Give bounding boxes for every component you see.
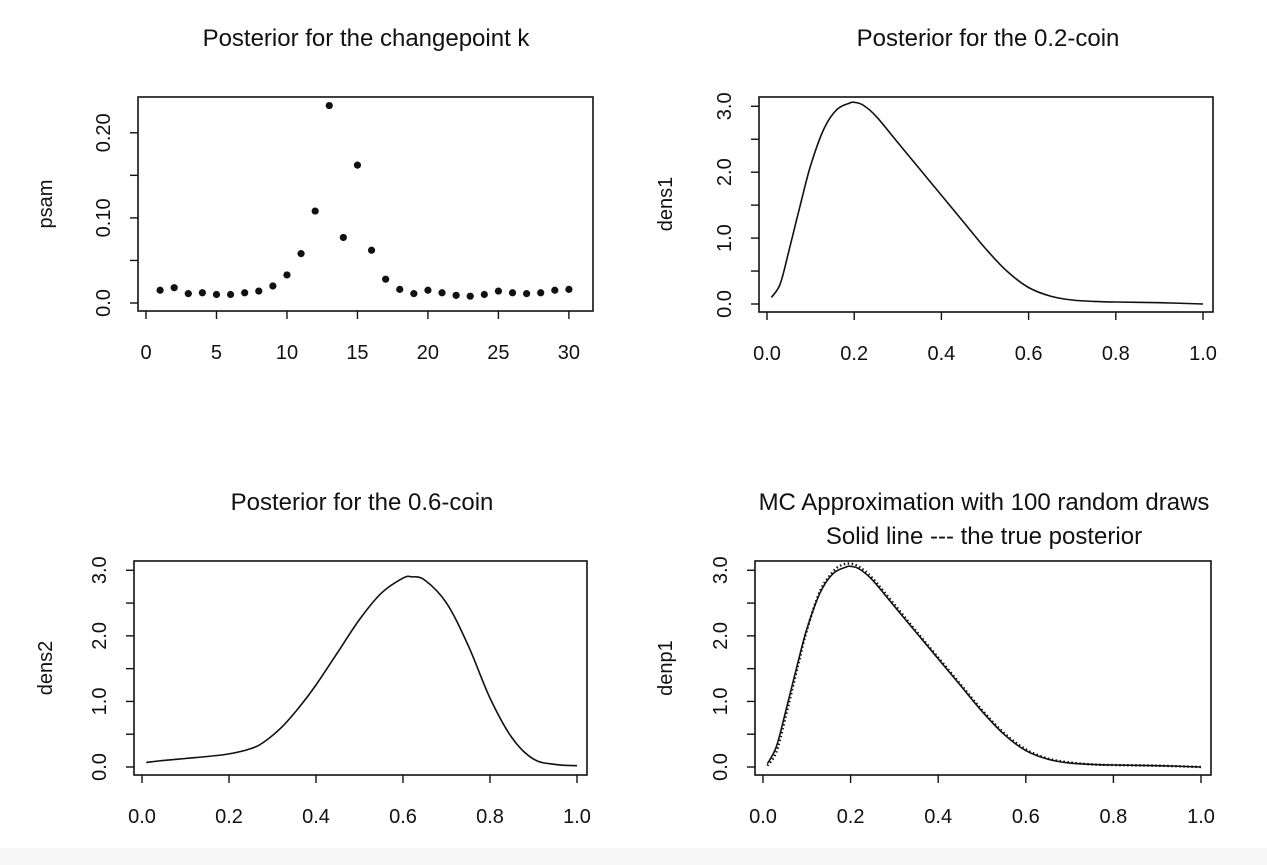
data-point (382, 275, 390, 283)
data-point (537, 289, 545, 297)
x-tick-label: 0.4 (302, 806, 330, 828)
plot-area: 0.0 0.2 0.4 0.6 0.8 1.0 0.0 1.0 2.0 3.0 (714, 92, 1217, 365)
y-axis-label: dens1 (655, 177, 677, 232)
data-point (269, 282, 277, 290)
y-tick-label: 1.0 (710, 688, 732, 716)
x-tick-label: 0.2 (837, 806, 865, 828)
series-line-solid (770, 101, 1204, 305)
series-line-dotted (766, 562, 1202, 769)
x-tick-label: 1.0 (1189, 343, 1217, 365)
series-line-solid (146, 575, 578, 767)
data-point (508, 289, 517, 297)
x-tick-label: 0.0 (128, 806, 156, 828)
data-point (325, 101, 333, 110)
x-tick-label: 0.4 (924, 806, 952, 828)
data-point (297, 250, 305, 258)
series-line-solid (766, 565, 1202, 768)
plot-area: 0.0 0.2 0.4 0.6 0.8 1.0 0.0 1.0 2.0 3.0 (710, 556, 1215, 828)
y-tick-label: 2.0 (89, 622, 111, 650)
data-point (480, 290, 488, 299)
data-point (565, 285, 573, 293)
x-tick-label: 1.0 (563, 806, 591, 828)
y-tick-label: 2.0 (710, 622, 732, 650)
data-point (523, 290, 531, 298)
y-tick-label: 1.0 (89, 688, 111, 716)
plot-frame (137, 96, 594, 312)
y-tick-label: 0.0 (89, 753, 111, 781)
y-tick-label: 3.0 (710, 556, 732, 584)
x-tick-label: 0.2 (215, 806, 243, 828)
panel-subtitle: Solid line --- the true posterior (826, 523, 1142, 550)
plot-frame (758, 96, 1214, 313)
x-tick-label: 1.0 (1187, 806, 1215, 828)
y-tick-label: 2.0 (714, 158, 736, 186)
y-tick-label: 0.10 (93, 198, 115, 237)
x-tick-label: 0.8 (476, 806, 504, 828)
x-tick-label: 0.0 (753, 343, 781, 365)
data-point (226, 290, 235, 299)
data-point (424, 286, 432, 294)
data-point (311, 207, 319, 215)
panel-changepoint: Posterior for the changepoint k psam 0 5 1… (35, 25, 594, 364)
data-point (452, 291, 460, 299)
plot-frame (133, 560, 588, 776)
panel-coin-02: Posterior for the 0.2-coin dens1 0.0 0.2 0… (655, 25, 1217, 365)
data-point (494, 287, 503, 295)
data-point (241, 289, 249, 297)
plot-frame (754, 560, 1212, 776)
plot-area: 0.0 0.2 0.4 0.6 0.8 1.0 0.0 1.0 2.0 3.0 (89, 556, 591, 828)
x-tick-label: 30 (558, 342, 580, 364)
data-point (170, 284, 178, 292)
bottom-margin-strip (0, 848, 1267, 865)
y-axis-label: psam (35, 180, 57, 229)
x-tick-label: 0.2 (840, 343, 868, 365)
y-tick-label: 0.20 (93, 113, 115, 152)
y-tick-label: 3.0 (89, 556, 111, 584)
y-tick-label: 3.0 (714, 92, 736, 120)
y-tick-label: 0.0 (714, 290, 736, 318)
x-tick-label: 0.6 (389, 806, 417, 828)
panel-title: MC Approximation with 100 random draws (759, 489, 1210, 516)
data-point (410, 290, 418, 298)
x-tick-label: 10 (276, 342, 298, 364)
plot-area: 0 5 10 15 20 25 30 0.0 0.10 0.20 (93, 96, 594, 364)
data-point (339, 233, 347, 242)
panel-mc-approximation: MC Approximation with 100 random draws S… (655, 489, 1215, 828)
data-point (367, 246, 376, 254)
data-point (184, 290, 192, 298)
data-point (198, 289, 206, 297)
x-tick-label: 20 (417, 342, 439, 364)
x-tick-label: 0.8 (1099, 806, 1127, 828)
x-tick-label: 25 (487, 342, 509, 364)
data-point (212, 290, 221, 299)
data-point (255, 287, 263, 295)
x-tick-label: 0 (140, 342, 151, 364)
panel-title: Posterior for the changepoint k (203, 25, 531, 52)
y-axis-label: dens2 (35, 641, 57, 696)
panel-coin-06: Posterior for the 0.6-coin dens2 0.0 0.2 0… (35, 489, 591, 828)
data-point (438, 289, 446, 297)
data-point (466, 292, 474, 300)
data-point (353, 161, 362, 169)
data-point (551, 286, 559, 294)
y-tick-label: 0.0 (710, 753, 732, 781)
panel-title: Posterior for the 0.2-coin (857, 25, 1120, 52)
x-tick-label: 0.0 (749, 806, 777, 828)
x-tick-label: 0.4 (927, 343, 955, 365)
data-point (283, 271, 291, 279)
data-point (156, 286, 164, 294)
x-tick-label: 0.8 (1102, 343, 1130, 365)
x-tick-label: 5 (211, 342, 222, 364)
data-point (396, 285, 404, 293)
x-tick-label: 0.6 (1015, 343, 1043, 365)
x-tick-label: 15 (346, 342, 368, 364)
y-tick-label: 0.0 (93, 289, 115, 317)
y-axis-label: denp1 (655, 640, 677, 696)
panel-title: Posterior for the 0.6-coin (231, 489, 494, 516)
x-tick-label: 0.6 (1012, 806, 1040, 828)
y-tick-label: 1.0 (714, 224, 736, 252)
